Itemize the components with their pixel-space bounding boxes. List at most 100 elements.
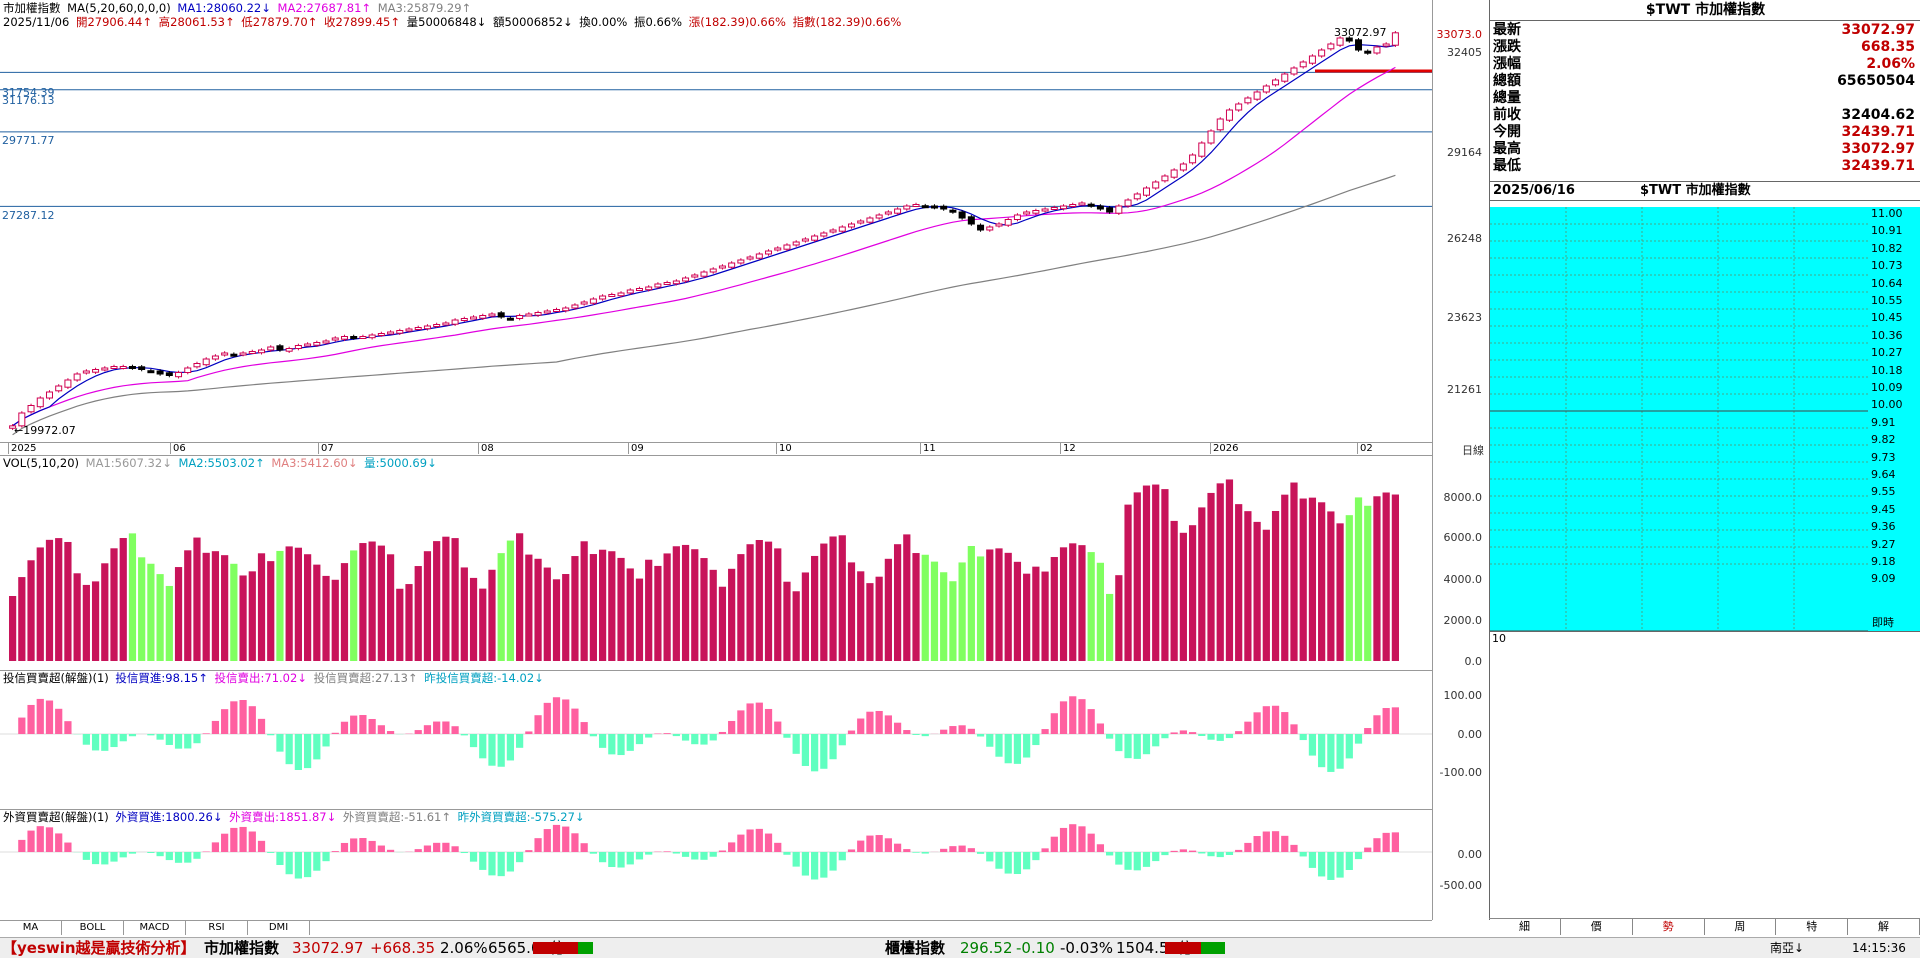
inst-bar bbox=[516, 734, 523, 748]
volume-bar bbox=[9, 596, 16, 661]
foreign-bar-chart[interactable] bbox=[0, 810, 1432, 920]
foreign-bar bbox=[765, 834, 772, 852]
volume-panel[interactable]: VOL(5,10,20) MA1:5607.32↓ MA2:5503.02↑ M… bbox=[0, 456, 1432, 671]
candle-body bbox=[231, 354, 237, 356]
foreign-investor-panel[interactable]: 外資買賣超(解盤)(1) 外資買進:1800.26↓ 外資賣出:1851.87↓… bbox=[0, 810, 1432, 921]
intraday-chart[interactable] bbox=[1490, 207, 1868, 631]
inst-bar bbox=[332, 733, 339, 734]
quote-tab[interactable]: 特 bbox=[1776, 918, 1848, 935]
tab-rsi[interactable]: RSI bbox=[186, 920, 248, 935]
volume-bar bbox=[1078, 545, 1085, 661]
quote-tab[interactable]: 價 bbox=[1561, 918, 1633, 935]
quote-key: 漲幅 bbox=[1493, 56, 1521, 72]
candle-body bbox=[360, 337, 366, 339]
inst-bar-chart[interactable] bbox=[0, 671, 1432, 809]
inst-bar bbox=[562, 699, 569, 734]
candlestick-chart[interactable] bbox=[0, 0, 1432, 455]
inst-bar bbox=[627, 734, 634, 751]
volume-bar bbox=[120, 538, 127, 661]
volume-bar bbox=[1060, 547, 1067, 661]
candle-body bbox=[1300, 62, 1306, 67]
candle-body bbox=[1005, 220, 1011, 226]
candle-body bbox=[1097, 206, 1103, 209]
brand[interactable]: 【yeswin越是贏技術分析】 bbox=[2, 938, 196, 958]
quote-tab[interactable]: 解 bbox=[1848, 918, 1920, 935]
foreign-bar bbox=[387, 850, 394, 852]
inst-bar bbox=[1106, 734, 1113, 739]
candle-body bbox=[517, 316, 523, 319]
inst-bar bbox=[1235, 731, 1242, 734]
foreign-bar bbox=[756, 829, 763, 852]
idx1-change: +668.35 bbox=[370, 938, 435, 958]
candle-body bbox=[922, 206, 928, 208]
vol-tick-1: 8000.0 bbox=[1444, 491, 1483, 504]
volume-bar bbox=[839, 535, 846, 661]
intraday-tick: 10.45 bbox=[1871, 311, 1903, 324]
tab-ma[interactable]: MA bbox=[0, 920, 62, 935]
foreign-bar bbox=[1235, 850, 1242, 852]
candle-body bbox=[673, 281, 679, 284]
foreign-tick-1: 0.00 bbox=[1458, 848, 1483, 861]
candle-body bbox=[729, 263, 735, 267]
volume-bar bbox=[737, 554, 744, 661]
status-bar: 【yeswin越是贏技術分析】 市加權指數 33072.97 +668.35 2… bbox=[0, 937, 1920, 958]
volume-bar bbox=[1189, 525, 1196, 661]
inst-bar bbox=[876, 711, 883, 734]
volume-bar bbox=[332, 580, 339, 661]
quote-tabs: 細價勢周特解 bbox=[1489, 918, 1920, 934]
inst-bar bbox=[1032, 734, 1039, 745]
inst-bar bbox=[534, 715, 541, 734]
inst-bar bbox=[1272, 706, 1279, 734]
inst-bar bbox=[129, 734, 136, 736]
intraday-tick: 10.27 bbox=[1871, 346, 1903, 359]
foreign-bar bbox=[968, 848, 975, 852]
foreign-bar bbox=[479, 852, 486, 870]
tab-macd[interactable]: MACD bbox=[124, 920, 186, 935]
candle-body bbox=[498, 313, 504, 317]
foreign-bar bbox=[995, 852, 1002, 869]
quote-tab[interactable]: 勢 bbox=[1633, 918, 1705, 935]
candle-body bbox=[1079, 203, 1085, 205]
inst-bar bbox=[1373, 715, 1380, 734]
foreign-bar bbox=[885, 838, 892, 852]
candle-body bbox=[249, 352, 255, 354]
foreign-bar bbox=[1069, 824, 1076, 852]
price-right-top: 33073.0 bbox=[1437, 28, 1483, 41]
quote-value: 32439.71 bbox=[1841, 158, 1915, 174]
inst-bar bbox=[995, 734, 1002, 757]
price-panel[interactable]: 市加權指數 MA(5,20,60,0,0,0) MA1:28060.22↓ MA… bbox=[0, 0, 1432, 456]
volume-bar bbox=[581, 541, 588, 661]
tab-dmi[interactable]: DMI bbox=[248, 920, 310, 935]
inst-bar bbox=[1364, 728, 1371, 734]
foreign-bar bbox=[1355, 852, 1362, 859]
foreign-bar bbox=[451, 846, 458, 852]
volume-bar bbox=[1235, 504, 1242, 661]
volume-chart[interactable] bbox=[0, 456, 1432, 670]
foreign-bar bbox=[1226, 852, 1233, 855]
intraday-footer: 即時 bbox=[1872, 614, 1894, 630]
quote-tab[interactable]: 細 bbox=[1489, 918, 1561, 935]
quote-tab[interactable]: 周 bbox=[1704, 918, 1776, 935]
volume-bar bbox=[654, 566, 661, 661]
inst-bar bbox=[110, 734, 117, 747]
tab-boll[interactable]: BOLL bbox=[62, 920, 124, 935]
inst-bar bbox=[977, 734, 984, 737]
candle-body bbox=[931, 206, 937, 208]
investment-trust-panel[interactable]: 投信買賣超(解盤)(1) 投信買進:98.15↑ 投信賣出:71.02↓ 投信買… bbox=[0, 671, 1432, 810]
candle-body bbox=[185, 368, 191, 373]
candle-body bbox=[341, 337, 347, 340]
inst-bar bbox=[295, 734, 302, 770]
candle-body bbox=[646, 287, 652, 290]
foreign-bar bbox=[922, 852, 929, 854]
volume-bar bbox=[1097, 563, 1104, 661]
candle-body bbox=[415, 328, 421, 330]
volume-bar bbox=[313, 565, 320, 661]
inst-bar bbox=[1327, 734, 1334, 772]
candle-body bbox=[609, 295, 615, 297]
volume-bar bbox=[885, 559, 892, 661]
foreign-bar bbox=[977, 852, 984, 854]
inst-bar bbox=[120, 734, 127, 741]
foreign-bar bbox=[1327, 852, 1334, 880]
